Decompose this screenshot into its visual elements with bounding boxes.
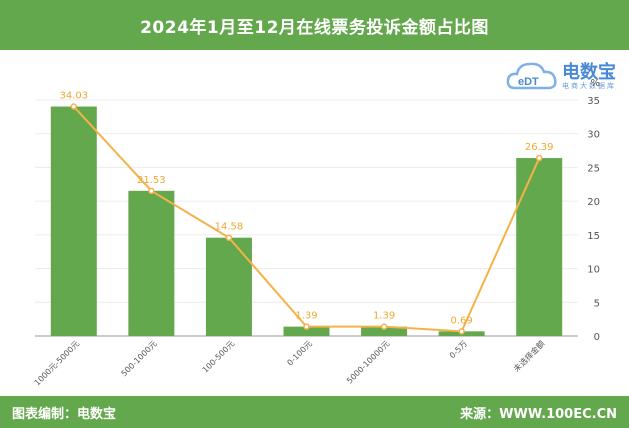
data-label: 1.39: [373, 311, 395, 322]
data-label: 21.53: [137, 175, 166, 186]
y-tick-label: 5: [594, 298, 600, 309]
logo-mark-text: eDT: [518, 76, 539, 88]
bar: [128, 190, 175, 336]
bar: [205, 237, 252, 336]
line-point: [535, 154, 543, 162]
y-tick-label: 10: [587, 265, 600, 276]
x-tick-label: 5000-10000元: [345, 339, 391, 385]
x-tick-label: 0-5万: [448, 339, 469, 360]
logo-brand-text: 电数宝: [562, 62, 616, 83]
chart-header: 2024年1月至12月在线票务投诉金额占比图: [0, 0, 629, 50]
bar-line-chart: 34.03 21.53 14.58 1.39 1.39 0.69 26.39 0 5 10 15 2…: [33, 78, 600, 388]
y-tick-label: 35: [587, 96, 600, 107]
bar: [516, 158, 563, 336]
footer-source: 来源：WWW.100EC.CN: [460, 406, 617, 422]
cloud-logo-icon: eDT: [506, 62, 557, 90]
x-tick-label: 0-100元: [285, 339, 313, 367]
bar: [50, 106, 97, 336]
line-point: [303, 323, 310, 330]
y-tick-label: 30: [587, 130, 600, 141]
line-point: [380, 323, 388, 330]
logo-sub-text: 电商大数据库: [562, 82, 616, 90]
footer-credit: 图表编制：电数宝: [12, 406, 117, 422]
y-tick-label: 20: [587, 197, 600, 208]
bar: [283, 326, 330, 336]
chart-footer: 图表编制：电数宝 来源：WWW.100EC.CN: [0, 396, 629, 428]
x-tick-label: 未选择金额: [511, 338, 546, 373]
data-label: 0.69: [451, 315, 473, 326]
line-point: [70, 103, 78, 110]
data-label: 14.58: [215, 222, 244, 233]
line-point: [458, 328, 465, 335]
data-label: 34.03: [59, 91, 88, 102]
y-unit-label: %: [590, 78, 600, 89]
chart-title: 2024年1月至12月在线票务投诉金额占比图: [140, 17, 489, 38]
bar: [361, 326, 408, 336]
brand-logo: eDT 电数宝 电商大数据库: [505, 54, 620, 94]
x-tick-label: 500-1000元: [120, 339, 159, 378]
data-label: 26.39: [525, 142, 554, 153]
x-tick-label: 1000元-5000元: [33, 339, 82, 388]
y-tick-label: 0: [594, 332, 600, 343]
line-point: [225, 234, 233, 241]
line-point: [148, 187, 155, 195]
y-tick-label: 25: [587, 163, 600, 174]
data-label: 1.39: [295, 311, 317, 322]
y-tick-label: 15: [587, 231, 600, 242]
x-tick-label: 100-500元: [201, 339, 237, 375]
